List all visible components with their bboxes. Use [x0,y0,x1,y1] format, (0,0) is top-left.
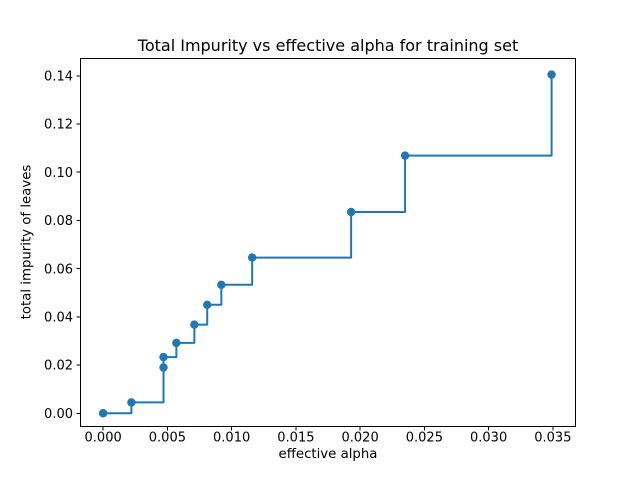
data-point-marker [400,151,410,160]
data-point-marker [127,398,136,407]
y-tick-label: 0.14 [44,69,73,84]
data-point-marker [346,207,356,217]
y-tick-label: 0.04 [44,310,73,325]
x-tick-label: 0.030 [470,431,507,446]
data-point-marker [98,409,108,418]
x-tick-label: 0.000 [85,431,122,446]
y-tick-label: 0.00 [44,407,73,422]
x-axis-label: effective alpha [278,447,378,462]
data-point-marker [547,70,556,79]
data-point-marker [203,300,212,310]
data-point-marker [217,280,226,289]
x-tick-label: 0.015 [277,431,314,446]
x-tick-label: 0.005 [149,431,186,446]
data-point-marker [172,338,181,348]
impurity-step-line [103,74,553,415]
y-tick-label: 0.08 [44,214,73,229]
y-axis-label: total impurity of leaves [19,164,35,320]
data-point-marker [159,352,168,362]
plot-area: 0.000 0.005 0.010 0.015 0.020 0.025 0.030 0.035… [44,58,576,446]
y-tick-label: 0.12 [44,118,73,133]
chart-title: Total Impurity vs effective alpha for tr… [137,36,519,55]
x-tick-label: 0.025 [406,431,443,446]
y-tick-label: 0.02 [44,359,73,374]
data-point-marker [190,320,199,329]
y-tick-label: 0.10 [44,166,73,181]
x-tick-label: 0.010 [213,431,250,446]
plot-frame [80,58,576,427]
y-tick-label: 0.06 [44,262,73,277]
x-tick-label: 0.035 [534,431,571,446]
data-point-marker [247,253,257,262]
x-tick-label: 0.020 [342,431,379,446]
data-point-marker [159,363,168,372]
